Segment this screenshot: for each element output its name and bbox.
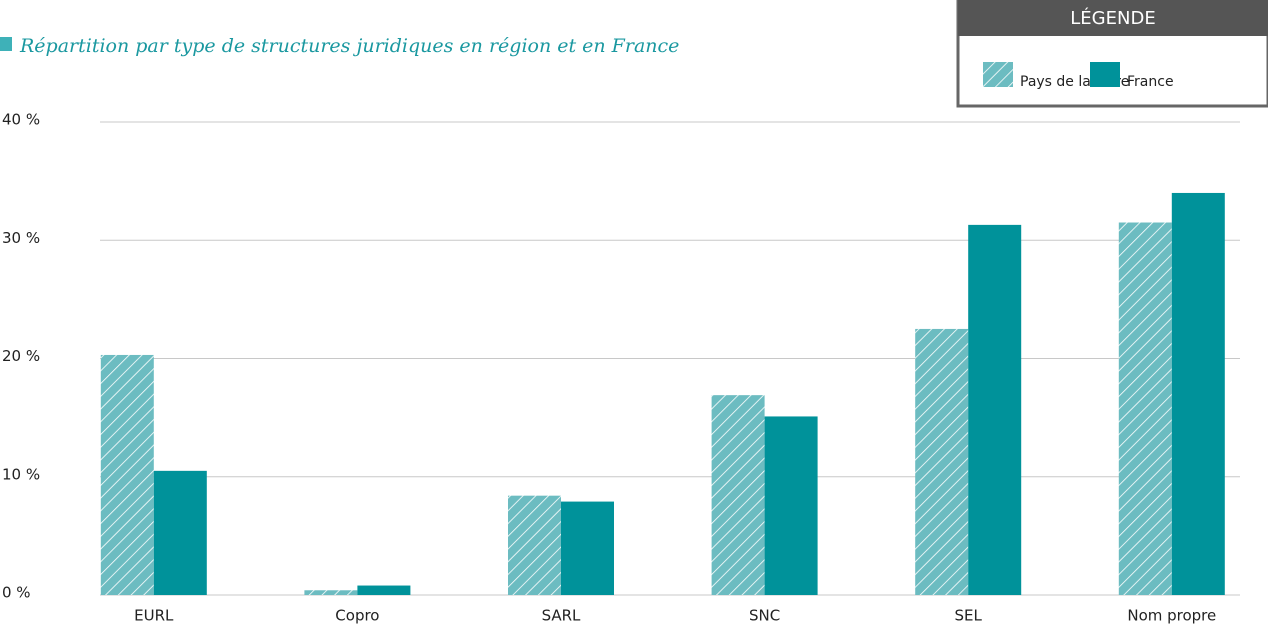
- bar: [357, 585, 411, 595]
- bar: [764, 416, 818, 595]
- bar: [1171, 192, 1225, 595]
- legend-swatch: [1090, 62, 1120, 87]
- chart-title: Répartition par type de structures jurid…: [19, 35, 679, 57]
- y-tick-label: 30 %: [2, 229, 40, 247]
- x-tick-label: SARL: [542, 607, 581, 625]
- y-tick-label: 0 %: [2, 584, 31, 602]
- legend-header: [958, 0, 1268, 36]
- bar: [1118, 222, 1172, 595]
- bar: [100, 354, 154, 595]
- x-tick-label: SEL: [955, 607, 983, 625]
- legend: LÉGENDE: [956, 0, 1268, 108]
- x-tick-label: EURL: [134, 607, 174, 625]
- y-tick-label: 10 %: [2, 465, 40, 483]
- bar: [508, 495, 561, 595]
- bar: [915, 328, 969, 595]
- x-tick-label: Nom propre: [1127, 607, 1216, 625]
- legend-title: LÉGENDE: [1070, 7, 1155, 29]
- legend-swatch: [983, 62, 1013, 87]
- bar: [968, 224, 1022, 595]
- bar: [304, 590, 358, 595]
- y-tick-label: 20 %: [2, 347, 40, 365]
- bar: [561, 501, 614, 595]
- title-marker: [0, 37, 12, 51]
- bar: [711, 395, 765, 595]
- x-tick-label: Copro: [335, 607, 379, 625]
- y-tick-label: 40 %: [2, 111, 40, 129]
- bar: [153, 470, 207, 595]
- legend-label: France: [1127, 74, 1174, 90]
- x-tick-label: SNC: [749, 607, 780, 625]
